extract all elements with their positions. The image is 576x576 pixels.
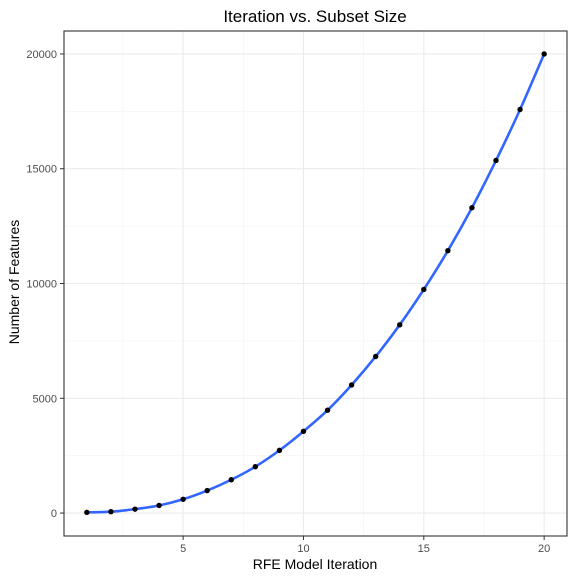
x-tick-label: 10	[297, 543, 309, 555]
data-point	[469, 205, 475, 211]
y-axis-ticks: 0 5000 10000 15000 20000	[26, 49, 64, 520]
x-tick-label: 20	[538, 543, 550, 555]
data-point	[84, 509, 90, 516]
data-point	[300, 428, 307, 435]
y-axis-title: Number of Features	[6, 220, 22, 345]
chart-title: Iteration vs. Subset Size	[223, 7, 406, 26]
data-point	[132, 506, 138, 512]
data-point	[445, 247, 451, 254]
y-tick-label: 15000	[26, 164, 57, 176]
data-point	[252, 463, 259, 470]
y-tick-label: 20000	[26, 49, 57, 61]
data-point	[541, 51, 547, 57]
y-tick-label: 0	[51, 508, 57, 520]
x-tick-label: 15	[418, 543, 430, 555]
data-point	[276, 447, 283, 454]
data-point	[108, 508, 114, 515]
data-point	[228, 477, 234, 483]
data-point	[156, 502, 162, 509]
data-point	[493, 157, 499, 164]
y-tick-label: 5000	[33, 393, 57, 405]
data-point	[204, 487, 210, 494]
x-axis-title: RFE Model Iteration	[253, 556, 378, 572]
data-point	[517, 106, 523, 113]
data-point	[421, 286, 427, 293]
data-point	[180, 496, 186, 502]
x-tick-label: 5	[180, 543, 186, 555]
data-points	[84, 51, 547, 516]
data-point	[348, 382, 355, 388]
data-point	[372, 353, 379, 360]
data-point	[397, 322, 403, 328]
y-tick-label: 10000	[26, 279, 57, 291]
major-gridlines	[64, 31, 567, 536]
x-axis-ticks: 5 10 15 20	[180, 536, 550, 555]
data-point	[324, 407, 331, 413]
